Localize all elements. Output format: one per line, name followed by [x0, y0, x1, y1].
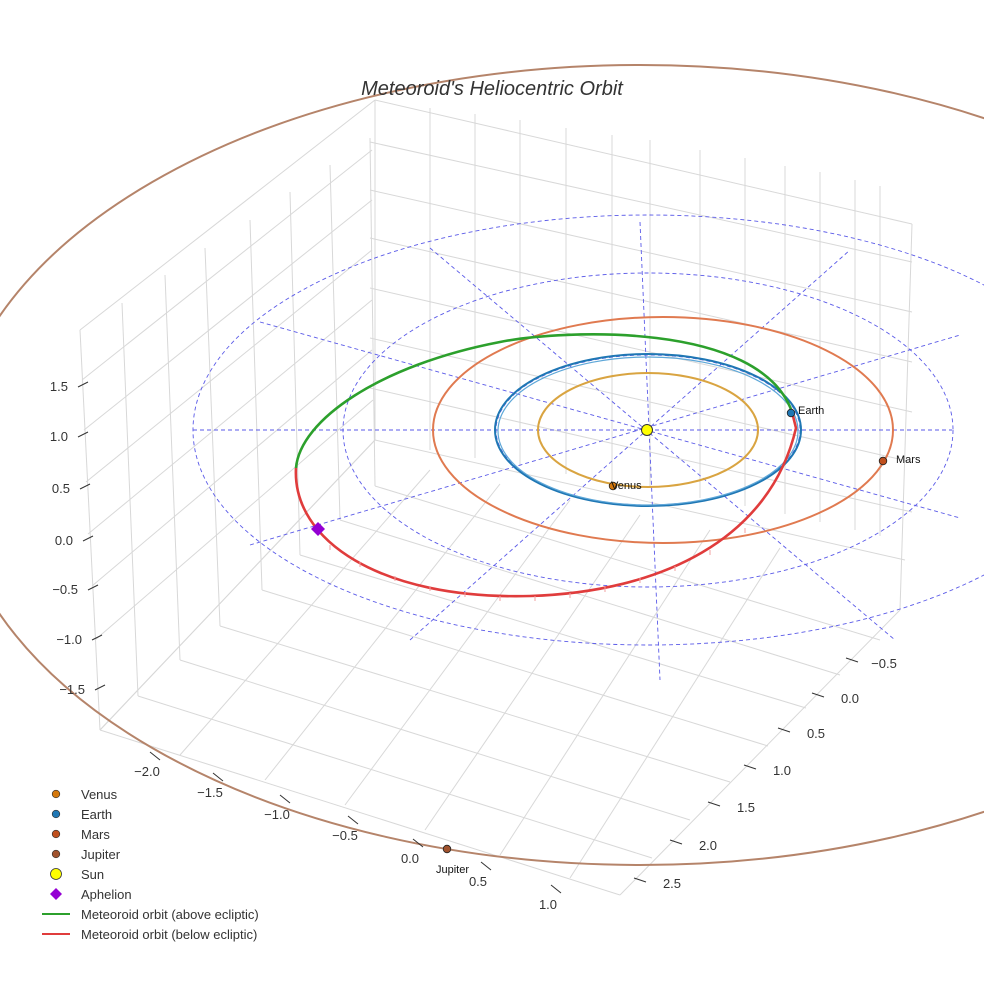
jupiter-label: Jupiter: [436, 864, 469, 876]
legend-item: Aphelion: [50, 887, 132, 902]
x-tick-mark: [212, 772, 224, 782]
mars-marker: [878, 456, 888, 466]
x-tick-label: 0.0: [401, 851, 419, 866]
ecliptic-reference-grid: [192, 214, 984, 681]
x-tick-mark: [550, 884, 562, 894]
x-tick-mark: [279, 794, 291, 804]
legend-sun-icon: [50, 868, 62, 880]
y-tick-mark: [669, 839, 683, 845]
legend-label: Meteoroid orbit (below ecliptic): [81, 927, 257, 942]
mars-orbit: [432, 316, 894, 544]
earth-marker: [786, 408, 796, 418]
legend-label: Earth: [81, 807, 112, 822]
legend-dot-icon: [51, 809, 61, 819]
x-tick-label: −1.5: [197, 785, 223, 800]
z-tick-mark: [77, 381, 89, 388]
legend-label: Meteoroid orbit (above ecliptic): [81, 907, 259, 922]
z-tick-mark: [82, 535, 94, 542]
meteoroid-orbit-above: [294, 333, 794, 469]
legend-dot-icon: [51, 849, 61, 859]
z-tick-mark: [91, 634, 103, 641]
earth-orbit: [494, 353, 802, 507]
z-tick-label: 0.0: [55, 533, 73, 548]
z-tick-label: 1.5: [50, 379, 68, 394]
venus-orbit: [537, 372, 759, 488]
legend-label: Mars: [81, 827, 110, 842]
z-tick-label: 1.0: [50, 429, 68, 444]
y-tick-mark: [707, 801, 721, 807]
jupiter-orbit: [0, 64, 984, 866]
legend-item: Earth: [51, 807, 112, 822]
y-tick-label: 0.5: [807, 726, 825, 741]
legend: Venus Earth Mars Jupiter Sun Aphelion Meteoroi…: [42, 787, 259, 942]
z-tick-label: 0.5: [52, 481, 70, 496]
y-axis-ticks: −0.5 0.0 0.5 1.0 1.5 2.0 2.5: [633, 656, 897, 891]
x-tick-mark: [480, 861, 492, 871]
legend-dot-icon: [51, 829, 61, 839]
legend-item: Meteoroid orbit (below ecliptic): [42, 927, 257, 942]
y-tick-mark: [633, 877, 647, 883]
z-tick-mark: [77, 431, 89, 438]
x-tick-mark: [149, 751, 161, 761]
y-tick-mark: [777, 727, 791, 733]
z-tick-mark: [87, 584, 99, 591]
mars-label: Mars: [896, 454, 921, 466]
legend-dot-icon: [51, 789, 61, 799]
legend-item: Meteoroid orbit (above ecliptic): [42, 907, 259, 922]
z-tick-mark: [94, 684, 106, 691]
legend-label: Venus: [81, 787, 118, 802]
y-tick-label: 1.0: [773, 763, 791, 778]
y-tick-label: 0.0: [841, 691, 859, 706]
z-tick-label: −1.5: [59, 682, 85, 697]
legend-item: Jupiter: [51, 847, 121, 862]
jupiter-marker: [442, 844, 452, 854]
z-axis-ticks: 1.5 1.0 0.5 0.0 −0.5 −1.0 −1.5: [50, 379, 106, 697]
x-tick-label: −0.5: [332, 828, 358, 843]
z-tick-label: −0.5: [52, 582, 78, 597]
x-tick-label: −1.0: [264, 807, 290, 822]
legend-item: Mars: [51, 827, 110, 842]
x-tick-label: −2.0: [134, 764, 160, 779]
legend-label: Sun: [81, 867, 104, 882]
legend-item: Venus: [51, 787, 118, 802]
earth-label: Earth: [798, 405, 824, 417]
x-tick-label: 1.0: [539, 897, 557, 912]
y-tick-mark: [743, 764, 757, 770]
venus-marker: [608, 481, 618, 491]
x-tick-mark: [412, 838, 424, 848]
planet-orbits: [0, 64, 984, 866]
meteoroid-orbit-below: [294, 411, 798, 598]
y-tick-label: −0.5: [871, 656, 897, 671]
sun-marker: [641, 424, 653, 436]
y-tick-mark: [845, 657, 859, 663]
y-tick-label: 2.5: [663, 876, 681, 891]
legend-diamond-icon: [50, 888, 62, 900]
x-tick-mark: [347, 815, 359, 825]
legend-label: Jupiter: [81, 847, 121, 862]
legend-label: Aphelion: [81, 887, 132, 902]
x-tick-label: 0.5: [469, 874, 487, 889]
y-tick-mark: [811, 692, 825, 698]
chart-title: Meteoroid's Heliocentric Orbit: [361, 78, 624, 100]
x-axis-ticks: −2.0 −1.5 −1.0 −0.5 0.0 0.5 1.0: [134, 751, 562, 912]
z-tick-label: −1.0: [56, 632, 82, 647]
y-tick-label: 1.5: [737, 800, 755, 815]
bodies: Venus Earth Mars Jupiter: [311, 405, 921, 876]
earth-orbit-inner: [497, 356, 799, 506]
venus-label: Venus: [611, 480, 642, 492]
y-tick-label: 2.0: [699, 838, 717, 853]
aphelion-marker: [311, 522, 325, 536]
meteoroid-orbit: [294, 333, 798, 601]
legend-item: Sun: [50, 867, 104, 882]
z-tick-mark: [79, 483, 91, 490]
